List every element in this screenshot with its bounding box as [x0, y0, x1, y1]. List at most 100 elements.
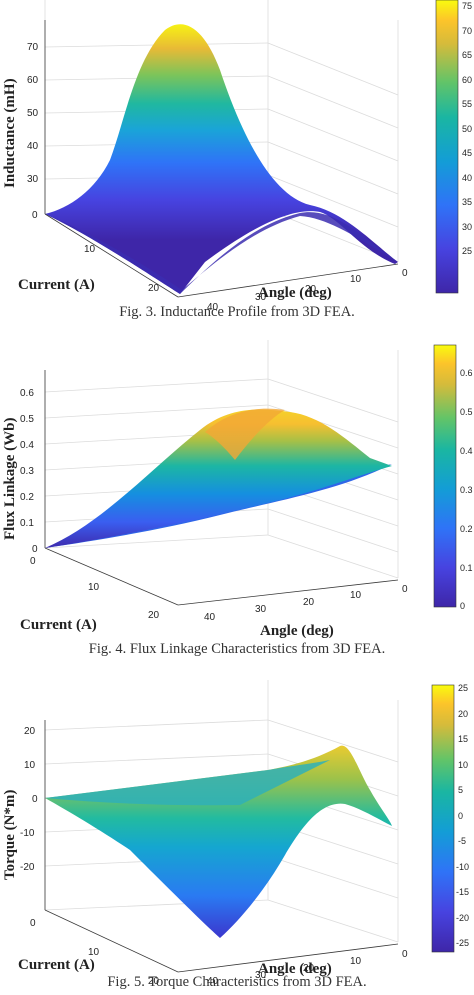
z-tick: 0.6 [20, 388, 34, 399]
colorbar-ticks: 0.6 0.5 0.4 0.3 0.2 0.1 0 [460, 368, 473, 611]
angle-tick: 40 [207, 976, 219, 987]
angle-tick: 30 [255, 604, 267, 615]
flux-linkage-surface-plot: 0.6 0.5 0.4 0.3 0.2 0.1 0 0 10 20 40 30 … [2, 340, 473, 639]
colorbar-tick: 25 [462, 246, 472, 256]
colorbar-tick: 10 [458, 760, 468, 770]
angle-tick: 40 [207, 302, 219, 313]
angle-tick: 10 [350, 274, 362, 285]
z-tick: 10 [24, 760, 36, 771]
angle-tick: 0 [402, 268, 408, 279]
z-tick: 0.1 [20, 518, 34, 529]
flux-surface-ridge [205, 408, 285, 460]
current-tick: 10 [84, 244, 96, 255]
colorbar-tick: 75 [462, 1, 472, 11]
colorbar-tick: 55 [462, 99, 472, 109]
colorbar-tick: 40 [462, 173, 472, 183]
current-tick: 0 [30, 556, 36, 567]
colorbar-tick: 0 [460, 601, 465, 611]
z-tick: -20 [20, 862, 35, 873]
colorbar-tick: 0.1 [460, 563, 473, 573]
colorbar-tick: 65 [462, 50, 472, 60]
current-tick: 20 [148, 976, 160, 987]
colorbar-ticks: 25 20 15 10 5 0 -5 -10 -15 -20 -25 [456, 683, 469, 948]
z-tick: -10 [20, 828, 35, 839]
z-tick: 0.2 [20, 492, 34, 503]
current-tick: 20 [148, 283, 160, 294]
colorbar-tick: 30 [462, 222, 472, 232]
colorbar-tick: 0.3 [460, 485, 473, 495]
colorbar-tick: 0.4 [460, 446, 473, 456]
z-tick: 0 [32, 210, 38, 221]
current-axis-label: Current (A) [20, 617, 97, 633]
colorbar-tick: 60 [462, 75, 472, 85]
angle-axis-label: Angle (deg) [260, 623, 334, 639]
z-tick: 0.4 [20, 440, 34, 451]
z-tick: 50 [27, 108, 39, 119]
figure-torque: 20 10 0 -10 -20 0 10 20 40 30 20 10 0 To… [0, 680, 474, 990]
current-axis-label: Current (A) [18, 277, 95, 293]
colorbar-tick: -25 [456, 938, 469, 948]
inductance-surface-floor [45, 212, 398, 294]
colorbar-ticks: 75 70 65 60 55 50 45 40 35 30 25 [462, 1, 472, 256]
inductance-surface-plot: 30 40 50 60 70 0 10 20 40 30 20 10 0 Ind… [2, 0, 472, 313]
angle-tick: 30 [255, 970, 267, 981]
inductance-surface [45, 24, 398, 295]
angle-tick: 10 [350, 590, 362, 601]
colorbar-tick: 45 [462, 148, 472, 158]
colorbar-tick: 0.5 [460, 407, 473, 417]
z-tick: 0 [32, 544, 38, 555]
current-tick: 10 [88, 947, 100, 958]
colorbar-tick: 15 [458, 734, 468, 744]
z-tick: 0 [32, 794, 38, 805]
torque-surface-flat [45, 760, 330, 806]
figure-caption: Fig. 3. Inductance Profile from 3D FEA. [119, 304, 355, 320]
figure-caption: Fig. 5. Torque Characteristics from 3D F… [107, 974, 367, 990]
angle-tick: 20 [303, 597, 315, 608]
angle-tick: 40 [204, 612, 216, 623]
figure-inductance: 30 40 50 60 70 0 10 20 40 30 20 10 0 Ind… [0, 0, 474, 325]
current-tick: 10 [88, 582, 100, 593]
torque-axes [44, 720, 399, 973]
colorbar [431, 684, 455, 953]
figure-caption: Fig. 4. Flux Linkage Characteristics fro… [88, 641, 386, 657]
angle-axis-label: Angle (deg) [258, 961, 332, 977]
angle-tick: 20 [305, 284, 317, 295]
angle-tick: 30 [255, 292, 267, 303]
inductance-axes [44, 20, 399, 298]
figure-flux-linkage: 0.6 0.5 0.4 0.3 0.2 0.1 0 0 10 20 40 30 … [0, 340, 474, 645]
colorbar [433, 344, 457, 608]
z-tick: 30 [27, 174, 39, 185]
colorbar-tick: 50 [462, 124, 472, 134]
colorbar-tick: 20 [458, 709, 468, 719]
z-tick: 70 [27, 42, 39, 53]
colorbar-tick: 70 [462, 26, 472, 36]
angle-tick: 0 [402, 584, 408, 595]
z-axis-label: Torque (N*m) [2, 790, 18, 880]
colorbar-tick: 35 [462, 197, 472, 207]
colorbar-tick: -15 [456, 887, 469, 897]
current-tick: 20 [148, 610, 160, 621]
current-tick: 0 [30, 918, 36, 929]
colorbar-tick: 5 [458, 785, 463, 795]
z-tick: 20 [24, 726, 36, 737]
angle-axis-label: Angle (deg) [258, 285, 332, 301]
flux-surface [45, 409, 392, 548]
angle-tick: 20 [303, 963, 315, 974]
z-tick: 60 [27, 75, 39, 86]
colorbar-tick: -20 [456, 913, 469, 923]
z-tick: 0.5 [20, 414, 34, 425]
angle-tick: 10 [350, 956, 362, 967]
torque-surface-plot: 20 10 0 -10 -20 0 10 20 40 30 20 10 0 To… [2, 680, 469, 987]
current-axis-label: Current (A) [18, 957, 95, 973]
colorbar-tick: 0.2 [460, 524, 473, 534]
colorbar-tick: -10 [456, 862, 469, 872]
colorbar [435, 0, 459, 294]
z-tick: 40 [27, 141, 39, 152]
angle-tick: 0 [402, 949, 408, 960]
flux-axes [44, 370, 399, 606]
z-axis-label: Inductance (mH) [2, 78, 18, 188]
colorbar-tick: 25 [458, 683, 468, 693]
colorbar-tick: -5 [458, 836, 466, 846]
colorbar-tick: 0.6 [460, 368, 473, 378]
torque-surface [45, 745, 392, 938]
